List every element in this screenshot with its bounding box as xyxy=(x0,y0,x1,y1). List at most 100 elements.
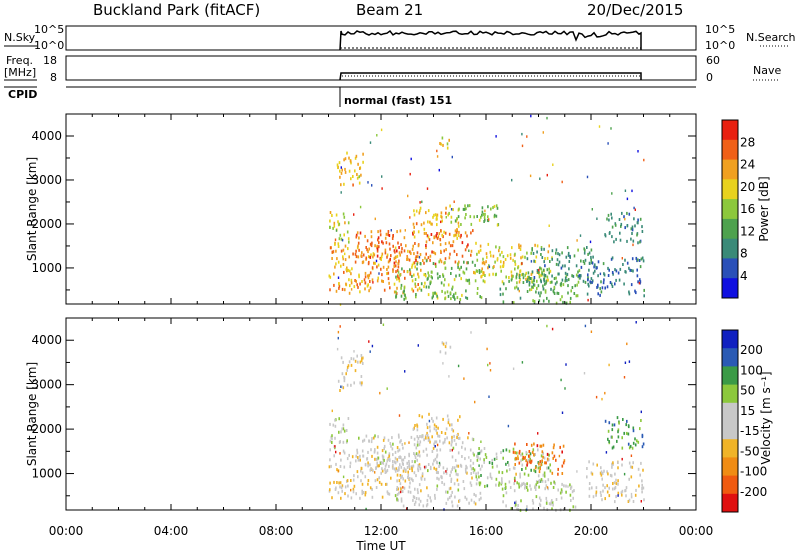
velocity-echo-cell xyxy=(434,493,436,497)
nsky-tick-high: 10^5 xyxy=(34,23,64,36)
power-echo-cell xyxy=(457,221,460,225)
power-noise-cell xyxy=(552,163,554,166)
velocity-echo-cell xyxy=(427,494,430,498)
power-echo-cell xyxy=(451,285,454,289)
power-echo-cell xyxy=(387,230,390,233)
power-echo-cell xyxy=(631,232,633,235)
power-echo-cell xyxy=(362,152,364,156)
power-echo-cell xyxy=(549,269,552,273)
velocity-echo-cell xyxy=(446,436,448,440)
velocity-echo-cell xyxy=(542,455,544,459)
velocity-echo-cell xyxy=(362,454,364,458)
velocity-echo-cell xyxy=(600,470,603,474)
velocity-echo-cell xyxy=(617,461,619,464)
velocity-echo-cell xyxy=(392,453,394,457)
velocity-echo-cell xyxy=(617,479,619,483)
power-echo-cell xyxy=(460,223,462,226)
power-echo-cell xyxy=(543,273,545,277)
velocity-noise-cell xyxy=(565,363,567,366)
velocity-echo-cell xyxy=(415,452,418,456)
velocity-echo-cell xyxy=(536,481,539,484)
power-echo-cell xyxy=(355,255,358,259)
power-echo-cell xyxy=(331,214,333,217)
nave-tick-high: 60 xyxy=(706,54,720,67)
velocity-echo-cell xyxy=(641,445,644,449)
power-echo-cell xyxy=(484,280,486,284)
power-echo-cell xyxy=(597,283,599,287)
power-echo-cell xyxy=(350,177,352,181)
velocity-echo-cell xyxy=(480,496,482,500)
velocity-noise-cell xyxy=(470,331,472,334)
velocity-echo-cell xyxy=(518,461,521,465)
velocity-echo-cell xyxy=(470,483,473,487)
velocity-echo-cell xyxy=(339,465,342,468)
velocity-echo-cell xyxy=(502,456,504,460)
power-echo-cell xyxy=(361,280,363,283)
cpid-value: normal (fast) 151 xyxy=(344,94,452,107)
velocity-echo-cell xyxy=(521,457,524,461)
velocity-echo-cell xyxy=(526,443,528,446)
power-echo-cell xyxy=(400,286,402,290)
power-echo-cell xyxy=(444,297,446,301)
velocity-echo-cell xyxy=(449,473,451,477)
velocity-echo-cell xyxy=(386,468,389,472)
velocity-echo-cell xyxy=(476,458,479,462)
power-noise-cell xyxy=(342,257,344,261)
power-noise-cell xyxy=(375,259,378,263)
velocity-echo-cell xyxy=(396,497,398,501)
power-echo-cell xyxy=(395,275,397,279)
power-echo-cell xyxy=(364,287,366,291)
velocity-echo-cell xyxy=(439,439,441,443)
power-echo-cell xyxy=(579,276,581,280)
power-echo-cell xyxy=(384,251,387,255)
power-echo-cell xyxy=(481,261,484,265)
velocity-echo-cell xyxy=(408,454,410,458)
power-colorbar-segment xyxy=(722,238,738,259)
velocity-echo-cell xyxy=(495,477,498,481)
velocity-echo-cell xyxy=(538,502,541,506)
power-echo-cell xyxy=(370,235,373,239)
velocity-echo-cell xyxy=(350,363,353,367)
power-echo-cell xyxy=(481,206,484,210)
power-echo-cell xyxy=(577,248,579,252)
power-echo-cell xyxy=(419,253,422,256)
velocity-echo-cell xyxy=(416,428,419,432)
power-echo-cell xyxy=(602,281,605,285)
velocity-noise-cell xyxy=(337,330,340,334)
velocity-noise-cell xyxy=(404,442,406,445)
power-echo-cell xyxy=(441,215,443,219)
velocity-colorbar-segment xyxy=(722,457,738,477)
power-noise-cell xyxy=(353,213,355,216)
power-noise-cell xyxy=(511,178,513,182)
power-noise-cell xyxy=(526,135,528,138)
power-echo-cell xyxy=(636,268,638,272)
power-echo-cell xyxy=(568,267,570,271)
velocity-echo-cell xyxy=(367,450,369,454)
power-echo-cell xyxy=(357,241,360,245)
power-echo-cell xyxy=(514,286,516,290)
power-noise-cell xyxy=(633,206,635,210)
power-echo-cell xyxy=(354,156,357,160)
velocity-echo-cell xyxy=(611,423,614,427)
power-echo-cell xyxy=(417,272,419,276)
date-title: 20/Dec/2015 xyxy=(587,1,683,19)
velocity-colorbar-tick-label: 15 xyxy=(740,404,755,418)
velocity-echo-cell xyxy=(484,453,487,457)
velocity-echo-cell xyxy=(409,481,411,485)
velocity-noise-cell xyxy=(488,395,490,398)
power-echo-cell xyxy=(435,217,438,221)
power-echo-cell xyxy=(533,276,536,279)
velocity-echo-cell xyxy=(535,495,538,499)
power-noise-cell xyxy=(484,209,486,213)
velocity-echo-cell xyxy=(467,436,469,440)
power-echo-cell xyxy=(475,241,477,245)
power-echo-cell xyxy=(452,208,454,212)
power-echo-cell xyxy=(444,242,447,246)
power-echo-cell xyxy=(339,175,341,179)
velocity-echo-cell xyxy=(435,467,437,471)
velocity-echo-cell xyxy=(557,467,559,471)
velocity-echo-cell xyxy=(455,442,457,446)
power-echo-cell xyxy=(427,235,430,239)
power-noise-cell xyxy=(367,181,369,184)
power-echo-cell xyxy=(336,163,339,167)
